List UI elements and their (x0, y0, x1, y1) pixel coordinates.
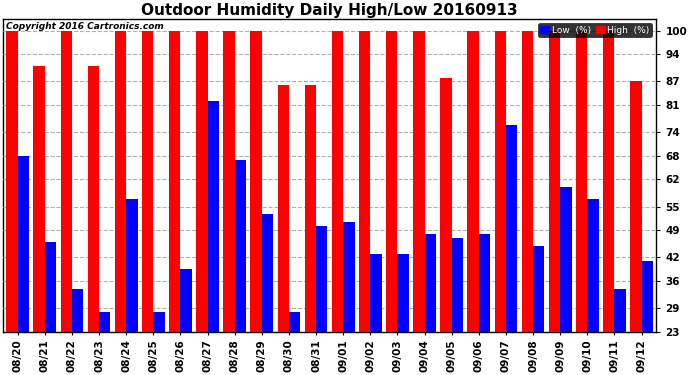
Bar (343, 222, 355, 332)
Bar (479, 234, 490, 332)
Bar (533, 246, 544, 332)
Bar (305, 86, 316, 332)
Bar (576, 31, 587, 332)
Bar (549, 31, 560, 332)
Bar (371, 254, 382, 332)
Bar (495, 31, 506, 332)
Bar (440, 78, 452, 332)
Bar (289, 312, 300, 332)
Legend: Low  (%), High  (%): Low (%), High (%) (538, 24, 652, 37)
Text: Copyright 2016 Cartronics.com: Copyright 2016 Cartronics.com (6, 22, 164, 31)
Bar (224, 31, 235, 332)
Bar (6, 31, 18, 332)
Bar (332, 31, 343, 332)
Bar (359, 31, 371, 332)
Bar (386, 31, 397, 332)
Bar (630, 81, 642, 332)
Bar (262, 214, 273, 332)
Bar (250, 31, 262, 332)
Bar (153, 312, 165, 332)
Bar (603, 31, 614, 332)
Bar (72, 289, 83, 332)
Bar (522, 31, 533, 332)
Bar (33, 66, 45, 332)
Bar (208, 101, 219, 332)
Bar (506, 124, 518, 332)
Bar (277, 86, 289, 332)
Bar (587, 199, 599, 332)
Bar (115, 31, 126, 332)
Bar (88, 66, 99, 332)
Bar (452, 238, 463, 332)
Bar (169, 31, 180, 332)
Bar (18, 156, 29, 332)
Bar (642, 261, 653, 332)
Bar (467, 31, 479, 332)
Bar (61, 31, 72, 332)
Bar (413, 31, 424, 332)
Bar (424, 234, 436, 332)
Bar (397, 254, 408, 332)
Bar (235, 160, 246, 332)
Bar (142, 31, 153, 332)
Title: Outdoor Humidity Daily High/Low 20160913: Outdoor Humidity Daily High/Low 20160913 (141, 3, 518, 18)
Bar (99, 312, 110, 332)
Bar (45, 242, 56, 332)
Bar (180, 269, 192, 332)
Bar (614, 289, 626, 332)
Bar (316, 226, 328, 332)
Bar (126, 199, 137, 332)
Bar (196, 31, 208, 332)
Bar (560, 187, 571, 332)
